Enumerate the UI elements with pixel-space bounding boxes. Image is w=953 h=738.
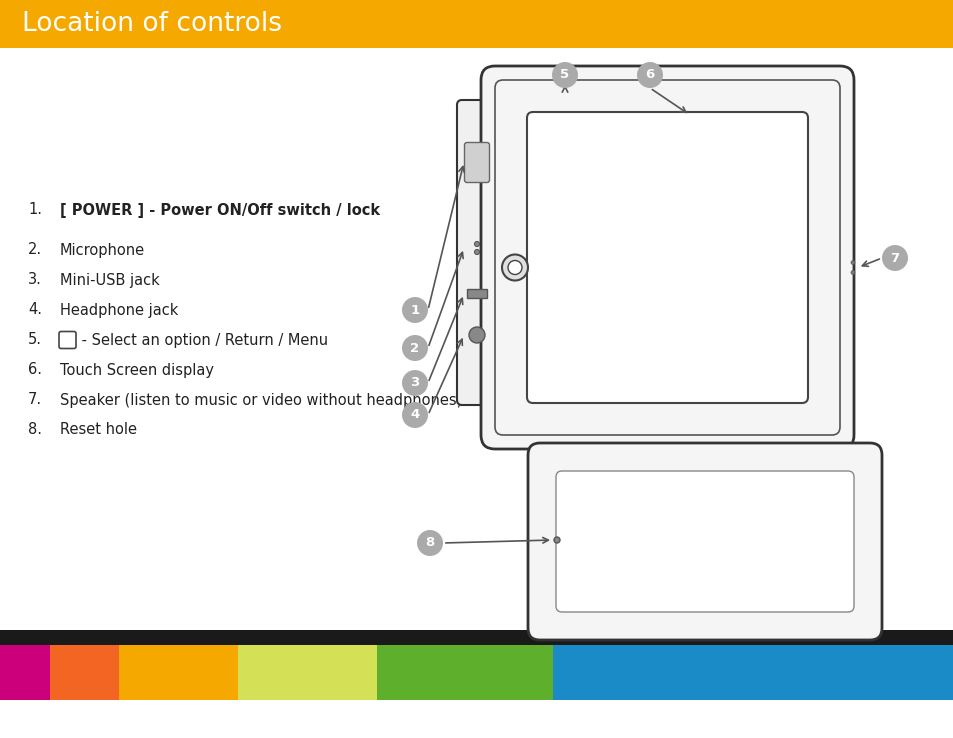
Text: 2: 2 bbox=[410, 342, 419, 354]
FancyBboxPatch shape bbox=[495, 80, 840, 435]
Circle shape bbox=[637, 62, 662, 88]
Text: 4: 4 bbox=[410, 409, 419, 421]
Text: 8: 8 bbox=[425, 537, 435, 550]
FancyBboxPatch shape bbox=[464, 142, 489, 182]
Circle shape bbox=[507, 261, 521, 275]
FancyBboxPatch shape bbox=[526, 112, 807, 403]
Text: Location of controls: Location of controls bbox=[22, 11, 282, 37]
Bar bbox=[467, 289, 486, 298]
Circle shape bbox=[401, 335, 428, 361]
Text: 5.: 5. bbox=[28, 333, 42, 348]
Text: [ POWER ] - Power ON/Off switch / lock: [ POWER ] - Power ON/Off switch / lock bbox=[60, 202, 379, 218]
Circle shape bbox=[474, 249, 479, 255]
Text: 1: 1 bbox=[410, 303, 419, 317]
Bar bbox=[0, 645, 50, 700]
Text: 7.: 7. bbox=[28, 393, 42, 407]
Circle shape bbox=[882, 245, 907, 271]
Bar bbox=[0, 0, 953, 48]
Text: 3: 3 bbox=[410, 376, 419, 390]
FancyBboxPatch shape bbox=[527, 443, 882, 640]
Bar bbox=[119, 645, 238, 700]
Circle shape bbox=[850, 261, 854, 264]
Bar bbox=[553, 645, 953, 700]
Text: 7: 7 bbox=[889, 252, 899, 264]
Circle shape bbox=[401, 297, 428, 323]
Circle shape bbox=[469, 327, 484, 343]
Circle shape bbox=[554, 537, 559, 543]
FancyBboxPatch shape bbox=[59, 331, 76, 348]
Circle shape bbox=[474, 241, 479, 246]
Text: 1.: 1. bbox=[28, 202, 42, 218]
Text: Speaker (listen to music or video without headphones): Speaker (listen to music or video withou… bbox=[60, 393, 462, 407]
FancyBboxPatch shape bbox=[456, 100, 497, 405]
Circle shape bbox=[416, 530, 442, 556]
Bar bbox=[238, 645, 376, 700]
Text: 2.: 2. bbox=[28, 243, 42, 258]
Circle shape bbox=[401, 370, 428, 396]
Text: - Select an option / Return / Menu: - Select an option / Return / Menu bbox=[77, 333, 328, 348]
Text: 4.: 4. bbox=[28, 303, 42, 317]
Circle shape bbox=[552, 62, 578, 88]
Text: 8.: 8. bbox=[28, 422, 42, 438]
Bar bbox=[0, 630, 953, 645]
Text: Touch Screen display: Touch Screen display bbox=[60, 362, 213, 378]
Text: Mini-USB jack: Mini-USB jack bbox=[60, 272, 159, 288]
Text: 3.: 3. bbox=[28, 272, 42, 288]
Text: 6.: 6. bbox=[28, 362, 42, 378]
Bar bbox=[50, 645, 119, 700]
FancyBboxPatch shape bbox=[480, 66, 853, 449]
Text: 5: 5 bbox=[559, 69, 569, 81]
Text: Headphone jack: Headphone jack bbox=[60, 303, 178, 317]
Circle shape bbox=[401, 402, 428, 428]
Text: Reset hole: Reset hole bbox=[60, 422, 137, 438]
Circle shape bbox=[501, 255, 527, 280]
Text: 6: 6 bbox=[644, 69, 654, 81]
Text: Microphone: Microphone bbox=[60, 243, 145, 258]
Circle shape bbox=[850, 271, 854, 275]
FancyBboxPatch shape bbox=[556, 471, 853, 612]
Bar bbox=[376, 645, 553, 700]
